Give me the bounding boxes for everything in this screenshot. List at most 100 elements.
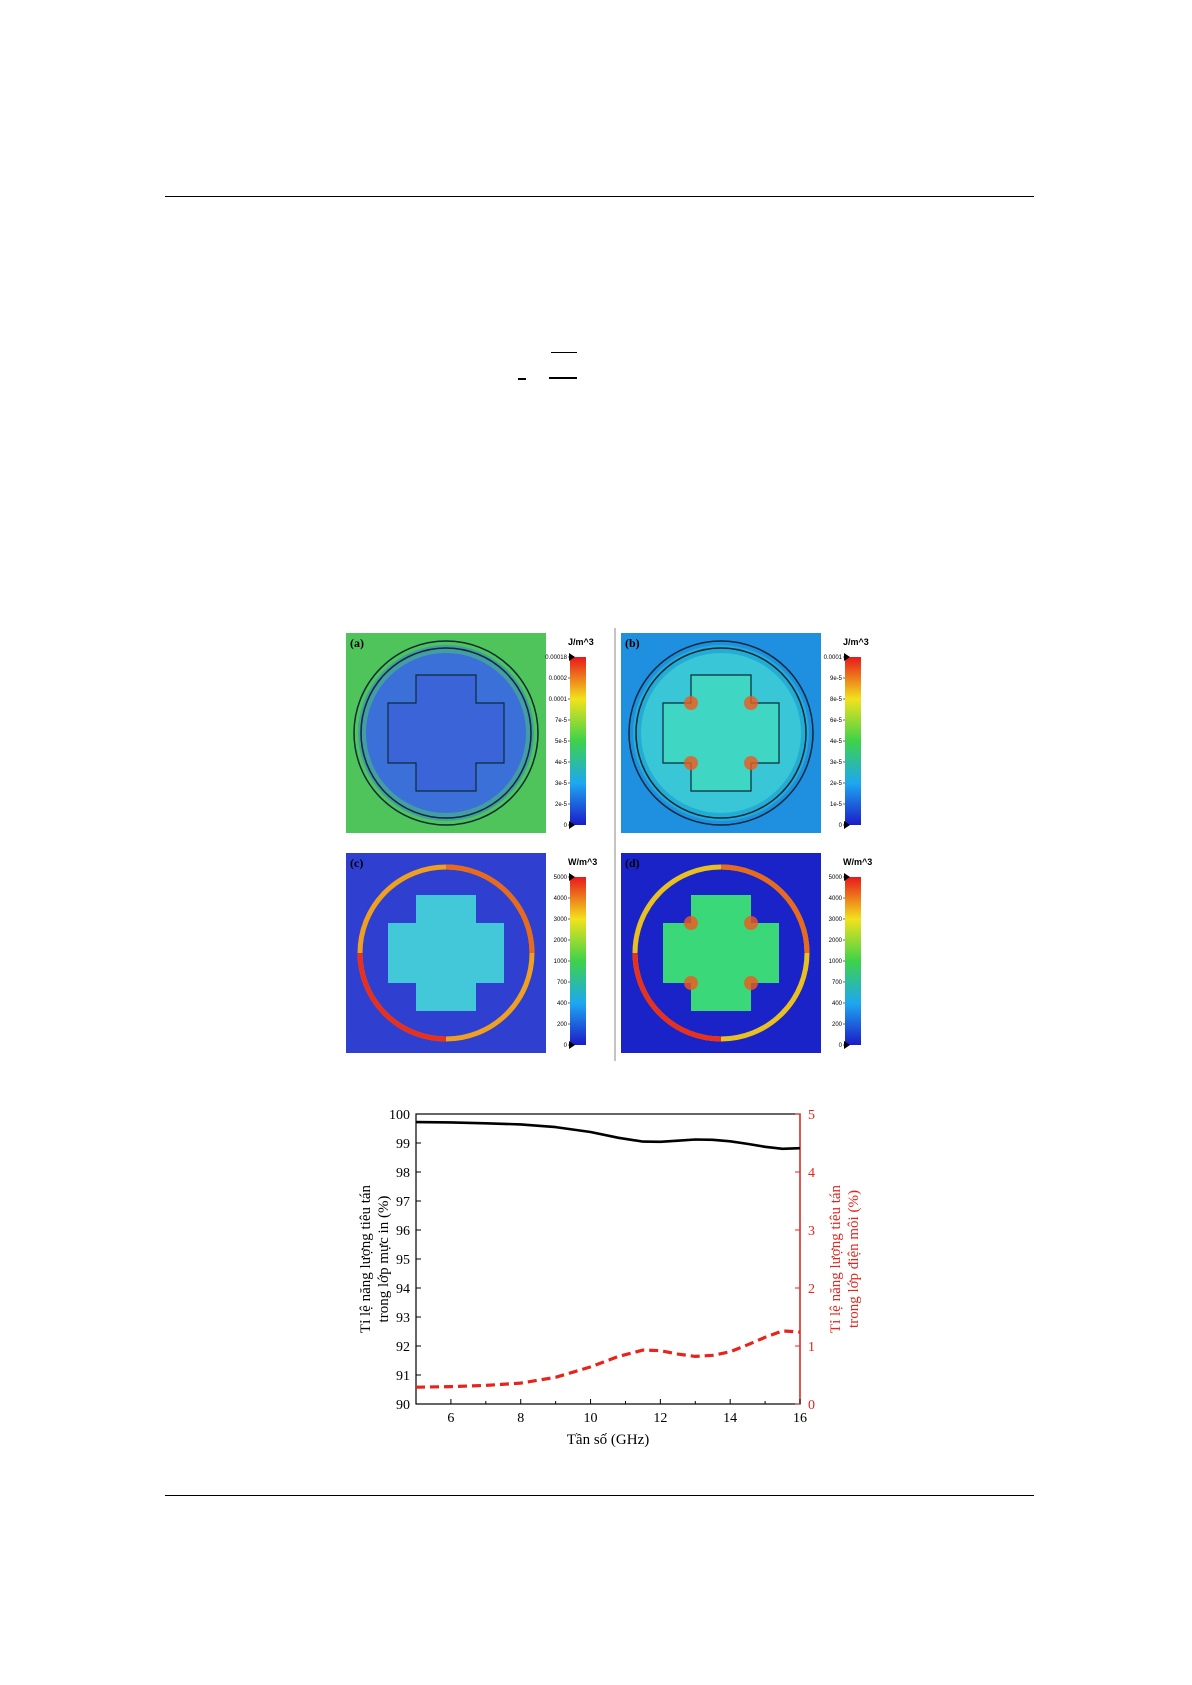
colorbar-tick-label: 400 [832, 1001, 843, 1007]
ring-loss-hot [357, 952, 447, 1042]
colorbar-tick-label: 0 [839, 1043, 843, 1049]
ring-outer-edge [628, 640, 814, 826]
corner-hotspot [684, 916, 698, 930]
dielectric-layer-series [415, 1329, 801, 1389]
ring-loss-hot [632, 952, 722, 1042]
colorbar-tick-label: 3000 [554, 917, 568, 923]
cross-patch [388, 895, 504, 1011]
left-y-tick-label: 95 [396, 1253, 410, 1268]
colorbar-tick-label: 0.0002 [549, 676, 568, 682]
colorbar [570, 877, 586, 1045]
colorbar-min-marker [569, 821, 575, 829]
left-y-tick-label: 96 [396, 1224, 410, 1239]
x-axis-title: Tần số (GHz) [567, 1432, 649, 1448]
ring-loss-warm [720, 864, 810, 954]
ring-inner-edge [635, 647, 807, 819]
left-y-tick-label: 90 [396, 1398, 410, 1413]
colorbar-max-marker [844, 873, 850, 881]
colorbar-max-marker [569, 653, 575, 661]
colorbar-tick-label: 6e-5 [830, 718, 843, 724]
x-tick-label: 12 [653, 1411, 667, 1426]
corner-hotspot [744, 696, 758, 710]
colorbar-max-marker [569, 873, 575, 881]
field-panel-b: (b) J/m^3 0.0001 9e-5 8e-5 6e-5 4e-5 3e-5 2e-5 1e… [621, 633, 869, 833]
right-axis-title-line1: Tỉ lệ năng lượng tiêu tán [828, 1184, 844, 1333]
right-y-tick-label: 5 [808, 1108, 815, 1123]
colorbar-tick-label: 700 [557, 980, 568, 986]
colorbar-tick-label: 2e-5 [555, 802, 568, 808]
colorbar-unit: J/m^3 [843, 637, 869, 647]
corner-hotspot [684, 756, 698, 770]
dissipation-chart: 6 8 10 12 14 16 90 91 92 93 94 95 96 97 98 99 100 0 1 2 3 4 5 … [350, 1103, 870, 1458]
equation-minus [518, 378, 526, 380]
x-tick-label: 6 [447, 1411, 454, 1426]
colorbar-tick-label: 1000 [554, 959, 568, 965]
colorbar-min-marker [844, 821, 850, 829]
ring-outer-edge [353, 640, 539, 826]
colorbar [845, 877, 861, 1045]
right-y-tick-label: 2 [808, 1282, 815, 1297]
field-panel-a: (a) J/m^3 0.00018 0.0002 0.0001 7e-5 5e-5 4e-5 3… [346, 633, 594, 833]
footer-rule [165, 1495, 1034, 1496]
colorbar [570, 657, 586, 825]
left-y-tick-label: 94 [396, 1282, 410, 1297]
equation-fraction-top [551, 352, 577, 353]
colorbar-max-marker [844, 653, 850, 661]
left-y-tick-label: 93 [396, 1311, 410, 1326]
panel-label: (a) [350, 636, 364, 650]
colorbar-tick-label: 200 [832, 1022, 843, 1028]
colorbar-tick-label: 4e-5 [555, 760, 568, 766]
right-axis-title-line2: trong lớp điện môi (%) [846, 1190, 862, 1328]
right-y-tick-label: 4 [808, 1166, 815, 1181]
colorbar [845, 657, 861, 825]
right-y-tick-label: 1 [808, 1340, 815, 1355]
colorbar-tick-label: 5000 [554, 875, 568, 881]
colorbar-tick-label: 4000 [829, 896, 843, 902]
left-axis-title-line1: Tỉ lệ năng lượng tiêu tán [358, 1184, 374, 1333]
panel-label: (b) [625, 636, 640, 650]
panel-label: (d) [625, 856, 640, 870]
left-y-tick-label: 97 [396, 1195, 410, 1210]
colorbar-tick-label: 200 [557, 1022, 568, 1028]
left-axis-title-line2: trong lớp mực in (%) [376, 1196, 392, 1323]
ring-inner-edge [360, 647, 532, 819]
colorbar-tick-label: 4e-5 [830, 739, 843, 745]
colorbar-tick-label: 9e-5 [830, 676, 843, 682]
x-tick-label: 8 [517, 1411, 524, 1426]
left-y-tick-label: 91 [396, 1369, 410, 1384]
right-y-tick-label: 0 [808, 1398, 815, 1413]
colorbar-tick-label: 2000 [829, 938, 843, 944]
colorbar-tick-label: 0 [839, 823, 843, 829]
colorbar-tick-label: 3e-5 [555, 781, 568, 787]
colorbar-tick-label: 0.0001 [549, 697, 568, 703]
colorbar-tick-label: 0 [564, 823, 568, 829]
left-y-tick-label: 92 [396, 1340, 410, 1355]
colorbar-tick-label: 700 [832, 980, 843, 986]
colorbar-tick-label: 0.00018 [545, 655, 567, 661]
right-y-tick-label: 3 [808, 1224, 815, 1239]
corner-hotspot [744, 756, 758, 770]
header-rule [165, 196, 1034, 197]
colorbar-tick-label: 2000 [554, 938, 568, 944]
colorbar-unit: W/m^3 [568, 857, 597, 867]
equation-fraction-bar [549, 377, 577, 379]
colorbar-unit: W/m^3 [843, 857, 872, 867]
colorbar-tick-label: 1e-5 [830, 802, 843, 808]
corner-hotspot [744, 976, 758, 990]
colorbar-min-marker [569, 1041, 575, 1049]
plot-frame [415, 1113, 801, 1405]
cross-patch [387, 674, 505, 792]
corner-hotspot [684, 976, 698, 990]
colorbar-min-marker [844, 1041, 850, 1049]
x-tick-label: 14 [723, 1411, 737, 1426]
ring-loss-warm [445, 864, 535, 954]
colorbar-tick-label: 8e-5 [830, 697, 843, 703]
field-distribution-figure: (a) J/m^3 0.00018 0.0002 0.0001 7e-5 5e-5 4e-5 3… [342, 628, 889, 1061]
x-tick-label: 10 [584, 1411, 598, 1426]
colorbar-unit: J/m^3 [568, 637, 594, 647]
left-y-tick-label: 98 [396, 1166, 410, 1181]
colorbar-tick-label: 7e-5 [555, 718, 568, 724]
colorbar-tick-label: 4000 [554, 896, 568, 902]
colorbar-tick-label: 5e-5 [555, 739, 568, 745]
